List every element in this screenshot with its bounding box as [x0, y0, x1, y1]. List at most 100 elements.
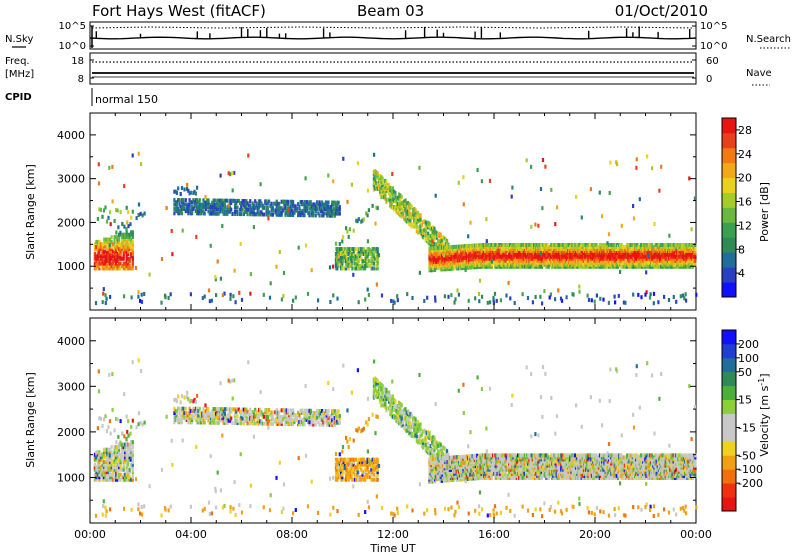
power-cell [121, 247, 124, 252]
power-cell [372, 170, 375, 175]
power-cell [341, 235, 345, 239]
power-cell [115, 264, 118, 268]
velocity-cell [312, 420, 315, 425]
power-cell [124, 244, 127, 249]
power-cell [104, 249, 107, 254]
power-cell [112, 254, 115, 259]
velocity-cell [112, 452, 115, 457]
power-cell [425, 226, 428, 230]
power-cell [389, 201, 392, 206]
velocity-cell [250, 416, 253, 421]
velocity-cell [312, 415, 315, 420]
power-cell [427, 240, 430, 245]
power-cell [569, 245, 572, 249]
power-cell [449, 245, 453, 250]
power-cell [332, 293, 335, 298]
power-cell [640, 248, 643, 253]
power-cell [370, 261, 373, 266]
power-cell [303, 206, 306, 211]
velocity-cell [189, 399, 192, 403]
velocity-cell [333, 422, 336, 427]
velocity-cell [233, 412, 237, 416]
power-cell [119, 252, 122, 256]
power-cell [102, 242, 106, 247]
power-cell [515, 245, 518, 249]
power-cell [668, 243, 671, 247]
power-cell [414, 223, 417, 228]
power-cell [268, 295, 272, 300]
power-cell [389, 190, 392, 195]
power-cell [282, 270, 286, 275]
power-cell [263, 212, 266, 217]
velocity-cell [326, 409, 329, 414]
velocity-cell [285, 417, 288, 422]
power-cell [324, 200, 327, 205]
power-cell [229, 296, 232, 301]
power-cell [393, 198, 396, 203]
power-cell [101, 256, 104, 261]
power-cell [455, 244, 458, 249]
power-cell [413, 213, 416, 218]
velocity-cell [302, 422, 305, 427]
power-cell [356, 261, 359, 266]
power-cell [599, 243, 603, 247]
velocity-cell [297, 422, 300, 427]
power-cell [95, 261, 98, 266]
power-cell [499, 245, 503, 249]
power-cell [336, 256, 339, 261]
power-cell [643, 250, 646, 255]
power-cell [437, 239, 440, 244]
velocity-cell [177, 394, 180, 399]
power-cell [490, 254, 493, 259]
velocity-cell [316, 411, 319, 416]
power-cell [117, 225, 120, 230]
power-cell [401, 213, 404, 218]
velocity-cell [127, 467, 130, 472]
power-cell [292, 213, 295, 217]
power-cell [665, 243, 668, 247]
velocity-cell [308, 415, 311, 420]
power-cell [663, 248, 666, 253]
power-cell [110, 266, 113, 271]
velocity-cell [265, 414, 268, 419]
velocity-cell [95, 475, 98, 480]
velocity-cell [274, 419, 277, 424]
velocity-cell [127, 460, 130, 465]
power-cell [381, 183, 384, 188]
power-cell [346, 252, 349, 256]
power-cell [274, 210, 277, 215]
power-cell [544, 164, 547, 169]
power-cell [435, 231, 439, 236]
velocity-cell [105, 475, 109, 480]
velocity-cell [222, 411, 225, 416]
power-cell [376, 252, 379, 256]
power-cell [298, 206, 301, 211]
velocity-cell [223, 407, 226, 412]
power-cell [389, 188, 392, 193]
power-cell [355, 247, 358, 252]
power-cell [414, 219, 417, 224]
power-cbar-tick-label: 16 [738, 196, 752, 209]
power-cell [420, 232, 423, 236]
power-cell [303, 204, 306, 209]
power-cell [297, 202, 300, 207]
power-cell [400, 203, 403, 208]
power-cell [192, 206, 195, 211]
power-cell [409, 205, 412, 210]
power-cell [327, 204, 330, 209]
velocity-cell [124, 447, 127, 452]
power-cell [587, 254, 590, 259]
power-cell [351, 261, 354, 266]
power-cell [252, 210, 256, 215]
power-cell [185, 204, 189, 209]
power-cell [418, 229, 421, 234]
power-cell [208, 299, 211, 304]
power-cell [385, 188, 388, 193]
power-cell [338, 249, 341, 254]
velocity-cell [293, 419, 296, 424]
power-cell [187, 211, 190, 216]
power-cell [512, 254, 515, 259]
power-cell [503, 264, 506, 269]
power-cell [130, 295, 133, 300]
velocity-cell [178, 411, 181, 416]
